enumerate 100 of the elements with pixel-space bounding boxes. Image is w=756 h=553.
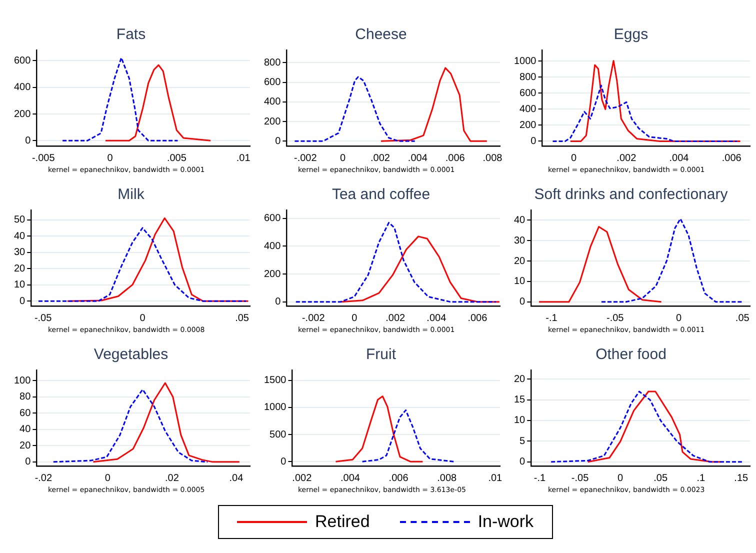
y-tick-label: 80	[20, 392, 32, 403]
x-tick-label: -.1	[546, 312, 558, 324]
y-tick-label: 1000	[514, 56, 537, 67]
chart-title: Other food	[596, 346, 666, 364]
y-tick-label: 40	[14, 230, 26, 242]
chart-title: Fruit	[366, 346, 397, 364]
line-series	[294, 76, 416, 142]
y-tick-label: 400	[14, 82, 32, 94]
line-series	[362, 409, 455, 462]
x-tick-label: .002	[386, 312, 406, 324]
y-tick-label: 600	[264, 213, 282, 224]
x-tick-label: .006	[388, 472, 409, 484]
y-tick-label: 0	[280, 456, 287, 468]
y-tick-label: 20	[20, 440, 32, 452]
y-tick-label: 200	[520, 120, 537, 131]
y-tick-label: 10	[514, 276, 526, 288]
x-tick-label: 0	[618, 472, 624, 484]
y-tick-label: 20	[14, 263, 26, 274]
y-tick-label: 800	[520, 72, 537, 83]
y-tick-label: 40	[20, 424, 32, 436]
y-tick-label: 400	[520, 104, 537, 115]
y-tick-label: 0	[530, 136, 537, 147]
line-series	[552, 84, 738, 142]
y-tick-label: 400	[264, 240, 282, 252]
legend-label: In-work	[478, 512, 534, 532]
line-series	[600, 218, 744, 303]
x-tick-label: .006	[445, 152, 466, 164]
x-tick-label: .1	[696, 472, 706, 484]
y-tick-label: 30	[14, 247, 26, 258]
y-tick-label: 40	[514, 214, 526, 226]
x-tick-label: .006	[468, 312, 488, 324]
x-tick-label: .006	[722, 152, 742, 164]
chart-title: Milk	[118, 186, 145, 204]
x-tick-label: .004	[669, 152, 690, 164]
y-tick-label: 15	[514, 394, 526, 406]
y-tick-label: 0	[520, 456, 526, 468]
x-tick-label: 0	[352, 312, 358, 324]
y-tick-label: 5	[520, 436, 526, 447]
x-tick-label: -.005	[32, 152, 56, 164]
y-tick-label: 400	[264, 96, 282, 108]
x-tick-label: .05	[235, 312, 250, 324]
line-series	[295, 222, 497, 303]
x-tick-label: .004	[340, 472, 360, 484]
x-tick-label: -.05	[606, 312, 624, 324]
x-tick-label: 0	[107, 152, 114, 164]
chart-title: Fats	[116, 26, 146, 44]
x-tick-label: .15	[734, 472, 749, 484]
x-tick-label: .008	[482, 152, 503, 164]
x-tick-label: .002	[292, 472, 312, 484]
x-tick-label: .05	[654, 472, 668, 484]
y-tick-label: 800	[264, 57, 282, 68]
x-tick-label: 0	[676, 312, 682, 324]
y-tick-label: 1500	[264, 375, 287, 386]
x-tick-label: -.002	[302, 312, 326, 324]
y-tick-label: 20	[514, 374, 526, 385]
x-tick-label: 0	[140, 312, 146, 324]
y-tick-label: 10	[514, 415, 526, 426]
y-tick-label: 60	[20, 408, 32, 419]
chart-title: Cheese	[355, 26, 407, 44]
x-tick-label: .01	[236, 152, 251, 164]
legend-label: Retired	[315, 512, 370, 532]
x-tick-label: -.002	[294, 152, 318, 164]
x-tick-label: 0	[340, 152, 346, 164]
y-tick-label: 0	[275, 136, 282, 147]
line-series	[62, 56, 178, 142]
y-tick-label: 600	[14, 55, 32, 66]
chart-title: Tea and coffee	[332, 186, 430, 204]
y-tick-label: 0	[275, 296, 282, 308]
x-tick-label: .04	[229, 472, 244, 484]
x-tick-label: -.1	[534, 472, 546, 484]
chart-title: Eggs	[614, 26, 648, 44]
y-tick-label: 1000	[264, 402, 287, 414]
y-tick-label: 600	[520, 88, 537, 99]
x-tick-label: .004	[426, 312, 447, 324]
x-tick-label: .008	[437, 472, 458, 484]
x-tick-label: .01	[488, 472, 503, 484]
x-tick-label: .004	[408, 152, 428, 164]
x-tick-label: .02	[164, 472, 180, 484]
y-tick-label: 100	[14, 375, 32, 386]
x-tick-label: .002	[616, 152, 637, 164]
y-tick-label: 20	[514, 256, 526, 267]
line-series	[52, 388, 208, 463]
y-tick-label: 0	[520, 296, 526, 308]
line-series	[38, 227, 247, 302]
y-tick-label: 50	[14, 214, 26, 226]
y-tick-label: 10	[14, 280, 26, 291]
y-tick-label: 200	[264, 268, 282, 280]
y-tick-label: 0	[25, 135, 32, 146]
y-tick-label: 600	[264, 77, 282, 88]
x-tick-label: 0	[104, 472, 111, 484]
x-tick-label: .05	[735, 312, 750, 324]
y-tick-label: 200	[264, 116, 282, 128]
x-tick-label: -.05	[34, 312, 52, 324]
chart-title: Soft drinks and confectionary	[534, 186, 728, 204]
y-tick-label: 500	[270, 429, 287, 440]
y-tick-label: 0	[25, 456, 32, 468]
x-tick-label: -.02	[34, 472, 52, 484]
y-tick-label: 30	[514, 235, 526, 246]
y-tick-label: 0	[20, 296, 26, 307]
chart-title: Vegetables	[94, 346, 168, 364]
